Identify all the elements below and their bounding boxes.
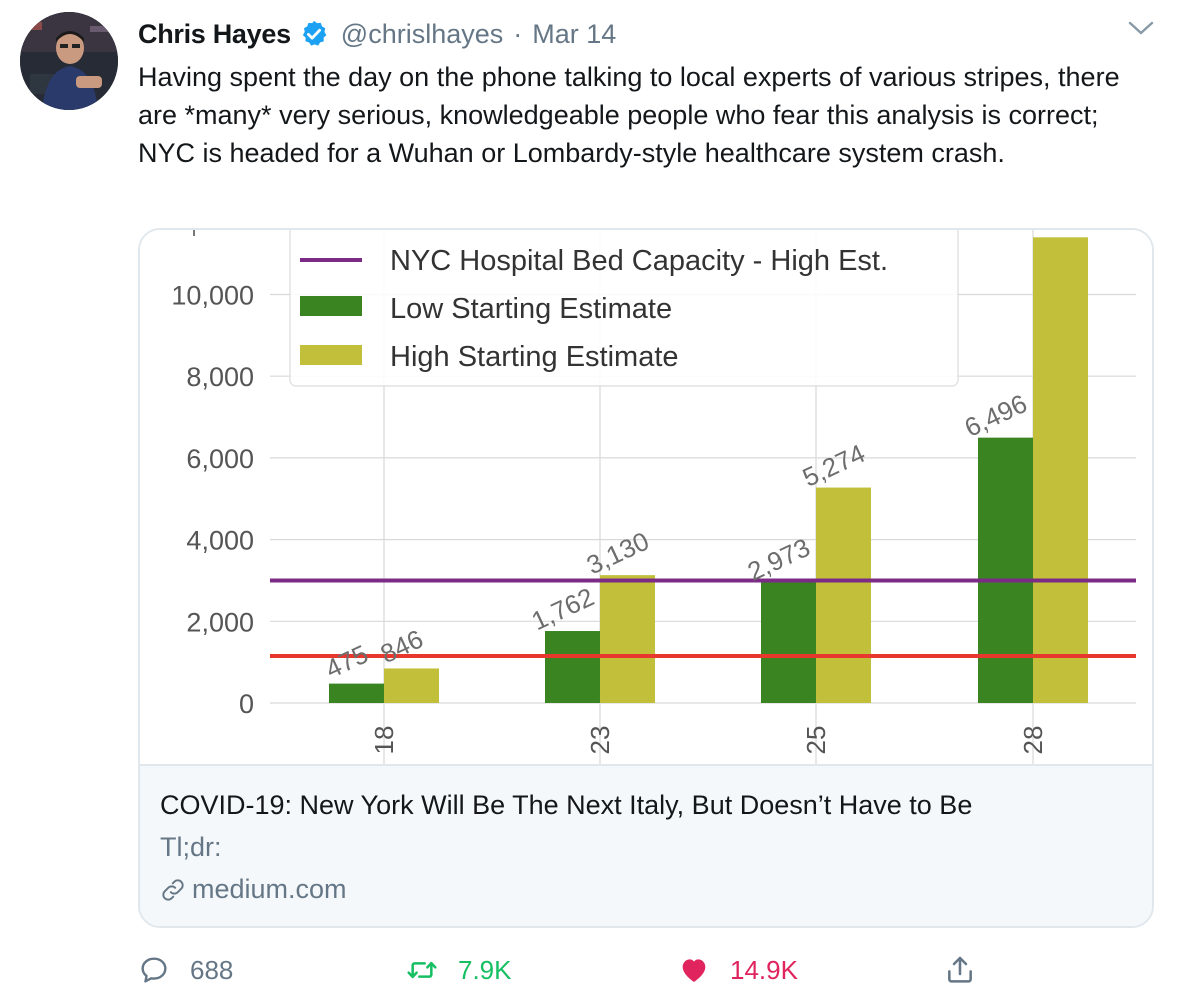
y-tick-label: 6,000 — [186, 444, 254, 474]
legend-swatch-low — [300, 296, 362, 316]
avatar[interactable] — [20, 12, 118, 110]
bar-low — [329, 683, 384, 703]
legend-entry: NYC Hospital Bed Capacity - High Est. — [390, 245, 888, 277]
chart-legend: NYC Hospital Bed Capacity - High Est. Low… — [289, 230, 959, 387]
y-tick-label: 0 — [239, 689, 254, 719]
bar-high — [1033, 237, 1088, 703]
tweet-actions: 688 7.9K 14.9K — [138, 948, 1158, 992]
verified-badge-icon — [302, 20, 327, 46]
bar-low — [978, 437, 1033, 703]
chevron-down-icon[interactable] — [1124, 16, 1158, 40]
x-tick-label: 25 — [801, 726, 831, 755]
author-name[interactable]: Chris Hayes — [138, 18, 291, 49]
link-icon — [162, 878, 184, 901]
retweet-icon — [407, 961, 437, 979]
card-image-chart: 0 2,000 4,000 6,000 8,000 10,000 475 1,762 2,973… — [140, 230, 1152, 764]
x-tick-label: 18 — [369, 726, 399, 755]
bar-high — [384, 668, 439, 703]
card-domain: medium.com — [160, 874, 347, 905]
data-label: 475 — [321, 639, 373, 685]
y-tick-label: 10,000 — [171, 281, 254, 311]
bar-high — [600, 575, 655, 703]
x-tick-label: 28 — [1018, 726, 1048, 755]
comment-icon — [141, 957, 167, 983]
like-count: 14.9K — [730, 954, 798, 985]
link-card[interactable]: 0 2,000 4,000 6,000 8,000 10,000 475 1,762 2,973… — [138, 228, 1154, 928]
tweet-text: Having spent the day on the phone talkin… — [138, 62, 1120, 168]
tweet-header: Chris Hayes @chrislhayes · Mar 14 — [138, 14, 616, 54]
like-button[interactable]: 14.9K — [678, 948, 798, 992]
data-label: 6,496 — [960, 388, 1032, 443]
data-label: 3,130 — [582, 526, 654, 581]
legend-box — [289, 230, 959, 387]
y-tick-label: 8,000 — [186, 362, 254, 392]
tweet-date[interactable]: Mar 14 — [532, 18, 617, 49]
bar-high — [816, 487, 871, 703]
data-label: 5,274 — [798, 438, 870, 493]
card-domain-text: medium.com — [192, 874, 347, 904]
legend-entry: High Starting Estimate — [390, 341, 679, 373]
bar-chart: 02,0004,0006,0008,00010,0004751,7622,973… — [171, 230, 1136, 764]
heart-icon — [682, 959, 706, 982]
x-tick-label: 23 — [585, 726, 615, 755]
author-handle[interactable]: @chrislhayes — [340, 18, 504, 49]
reply-button[interactable]: 688 — [138, 948, 233, 992]
retweet-count: 7.9K — [458, 954, 512, 985]
share-icon — [948, 956, 972, 983]
legend-swatch-high — [300, 345, 362, 365]
reply-count: 688 — [190, 954, 234, 985]
bar-low — [761, 581, 816, 703]
card-description: Tl;dr: — [160, 832, 222, 862]
separator-dot: · — [513, 18, 523, 49]
data-label: 1,762 — [527, 582, 599, 637]
legend-entry: Low Starting Estimate — [390, 293, 672, 325]
card-title: COVID-19: New York Will Be The Next Ital… — [160, 790, 973, 820]
card-info: COVID-19: New York Will Be The Next Ital… — [140, 764, 1152, 926]
bar-low — [545, 631, 600, 703]
y-tick-label: 2,000 — [186, 607, 254, 637]
retweet-button[interactable]: 7.9K — [406, 948, 512, 992]
share-button[interactable] — [944, 948, 996, 992]
y-tick-label: 4,000 — [186, 526, 254, 556]
